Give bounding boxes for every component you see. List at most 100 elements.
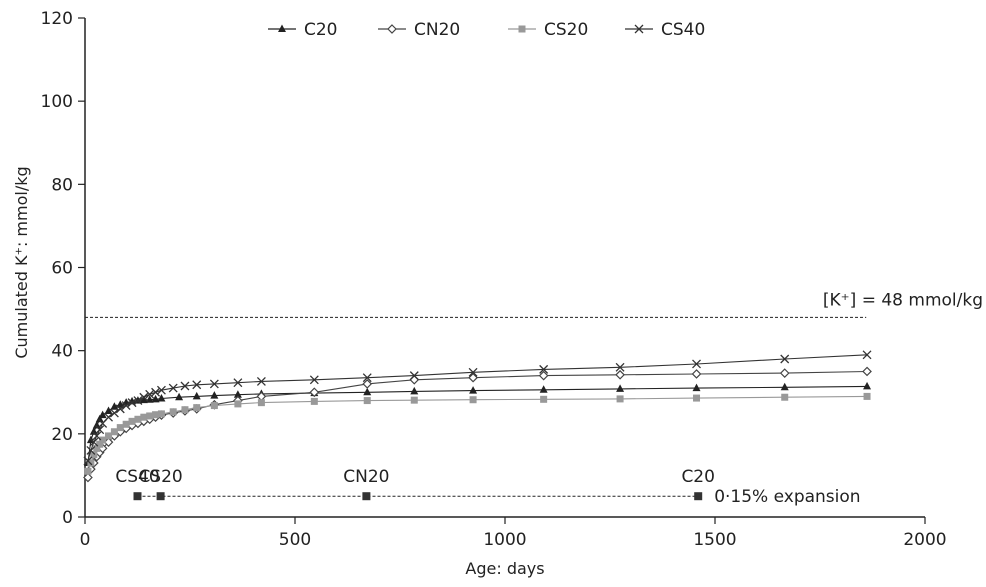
- data-point: [122, 420, 130, 428]
- data-point: [181, 406, 189, 414]
- data-point: [98, 410, 107, 419]
- data-point: [127, 398, 137, 408]
- data-point: [192, 391, 201, 400]
- data-point: [92, 431, 102, 441]
- data-point: [156, 385, 166, 395]
- data-point: [83, 472, 93, 483]
- data-point: [518, 25, 526, 33]
- data-point: [538, 370, 549, 381]
- expansion-marker: [133, 492, 142, 501]
- data-point: [539, 385, 548, 393]
- data-point: [779, 368, 790, 378]
- data-point: [192, 380, 202, 390]
- data-point: [140, 413, 148, 421]
- data-point: [410, 386, 419, 395]
- data-point: [233, 378, 243, 388]
- expansion-marker: [156, 492, 165, 501]
- data-point: [104, 412, 113, 422]
- data-point: [110, 428, 118, 436]
- legend-item-cs40: CS40: [625, 20, 705, 40]
- legend: C20 CN20 CS20 CS40: [268, 20, 705, 40]
- y-tick-label: 0: [62, 508, 73, 528]
- data-point: [84, 467, 92, 475]
- data-point: [168, 383, 178, 393]
- data-point: [90, 451, 98, 459]
- data-point: [780, 354, 790, 364]
- data-point: [692, 359, 701, 369]
- x-tick-label: 1000: [483, 530, 526, 550]
- data-point: [116, 424, 124, 432]
- data-point: [862, 350, 872, 360]
- data-point: [278, 24, 286, 32]
- data-point: [363, 387, 372, 396]
- x-tick-label: 0: [80, 530, 91, 550]
- series-cs40: [83, 350, 872, 466]
- data-point: [95, 414, 104, 423]
- legend-item-c20: C20: [268, 20, 338, 40]
- data-point: [615, 369, 625, 380]
- data-point: [96, 440, 104, 448]
- data-point: [86, 446, 96, 455]
- data-point: [93, 444, 101, 452]
- data-point: [146, 412, 154, 420]
- data-point: [693, 394, 701, 402]
- x-tick-label: 500: [279, 530, 311, 550]
- y-tick-label: 80: [51, 175, 73, 195]
- data-point: [151, 387, 161, 397]
- data-point: [115, 404, 125, 414]
- data-point: [469, 386, 478, 394]
- data-point: [362, 379, 373, 389]
- expansion-marker-label: CS20: [138, 467, 182, 487]
- y-tick-label: 20: [51, 425, 73, 445]
- data-point: [209, 379, 219, 389]
- data-point: [257, 399, 265, 407]
- data-point: [175, 392, 184, 401]
- data-point: [83, 456, 93, 466]
- data-point: [116, 400, 125, 408]
- expansion-marker-label: C20: [681, 467, 715, 487]
- data-point: [468, 372, 478, 383]
- data-point: [310, 397, 318, 405]
- data-point: [210, 391, 219, 399]
- data-point: [256, 376, 266, 386]
- data-point: [139, 395, 148, 404]
- expansion-label: 0·15% expansion: [714, 487, 860, 507]
- data-point: [121, 401, 131, 411]
- data-point: [210, 402, 218, 410]
- data-point: [780, 382, 789, 391]
- series-cs20: [84, 392, 871, 475]
- data-point: [180, 381, 190, 391]
- data-point: [152, 411, 160, 419]
- data-point: [781, 393, 789, 401]
- legend-item-cs20: CS20: [508, 20, 588, 40]
- y-tick-label: 60: [51, 259, 73, 279]
- data-point: [145, 389, 155, 399]
- x-tick-label: 2000: [903, 530, 946, 550]
- y-tick-label: 120: [41, 9, 73, 29]
- data-point: [362, 373, 372, 383]
- legend-label: CS40: [661, 20, 705, 40]
- x-tick-label: 1500: [693, 530, 736, 550]
- data-point: [387, 24, 397, 34]
- data-point: [539, 364, 549, 374]
- data-point: [634, 24, 644, 34]
- data-point: [468, 367, 478, 377]
- legend-item-cn20: CN20: [378, 20, 460, 40]
- data-point: [363, 397, 371, 405]
- data-point: [105, 432, 113, 440]
- data-point: [616, 395, 624, 403]
- y-axis-label: Cumulated K⁺: mmol/kg: [12, 166, 31, 358]
- data-point: [863, 392, 871, 400]
- data-point: [99, 436, 107, 444]
- data-point: [691, 369, 702, 379]
- legend-label: C20: [304, 20, 338, 40]
- data-point: [110, 402, 119, 410]
- data-point: [133, 396, 143, 406]
- data-point: [309, 375, 319, 385]
- data-point: [95, 425, 105, 435]
- data-point: [128, 417, 136, 425]
- axes: 0 20 40 60 80 100 120 0 500 1000 1500 2000: [41, 9, 947, 550]
- series-line: [87, 395, 868, 472]
